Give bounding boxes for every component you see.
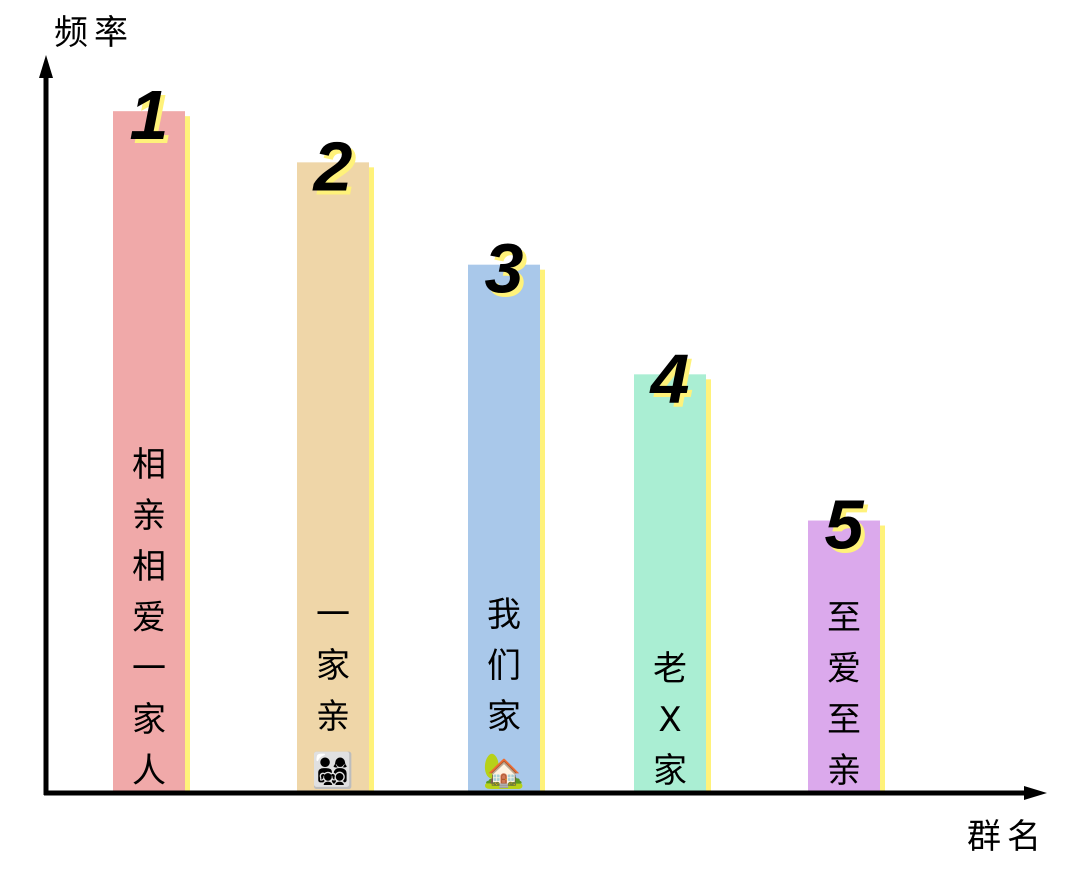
bar (113, 111, 185, 792)
bar-group: 1 相亲相爱一家人 (113, 76, 190, 792)
bar-group: 2 👨‍👩‍👧‍👦 一家亲 (297, 127, 374, 792)
bar-category-label: 一家亲 (316, 595, 350, 737)
rank-label: 5 (825, 486, 865, 564)
bar-category-label: 我们家 (487, 595, 521, 737)
bar-emoji: 🏡 (483, 751, 525, 791)
rank-label: 1 (130, 76, 169, 154)
bar-category-label: 相亲相爱一家人 (132, 445, 166, 791)
y-axis-label: 频率 (54, 13, 134, 53)
bar-group: 3 🏡 我们家 (468, 230, 545, 791)
rank-label: 3 (485, 230, 524, 308)
bar (808, 520, 880, 791)
y-axis-arrow (39, 55, 53, 78)
rank-label: 2 (312, 127, 353, 205)
x-axis-label: 群名 (967, 817, 1047, 857)
bar (634, 374, 706, 791)
x-axis-arrow (1024, 786, 1047, 800)
bars-group: 1 相亲相爱一家人 2 👨‍👩‍👧‍👦 一家亲 3 🏡 我们家 4 老 X 家 5 至爱至亲 (113, 76, 885, 792)
bar-emoji: 👨‍👩‍👧‍👦 (312, 751, 354, 791)
bar-group: 4 老 X 家 (634, 339, 711, 791)
rank-label: 4 (649, 339, 690, 417)
bar (468, 264, 540, 791)
bar-category-label: 至爱至亲 (827, 598, 861, 791)
bar-group: 5 至爱至亲 (808, 486, 885, 791)
bar (297, 162, 369, 792)
